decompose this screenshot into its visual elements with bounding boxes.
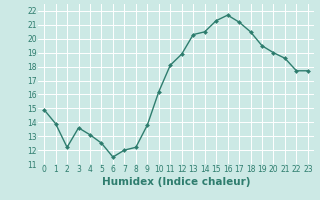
X-axis label: Humidex (Indice chaleur): Humidex (Indice chaleur) [102, 177, 250, 187]
